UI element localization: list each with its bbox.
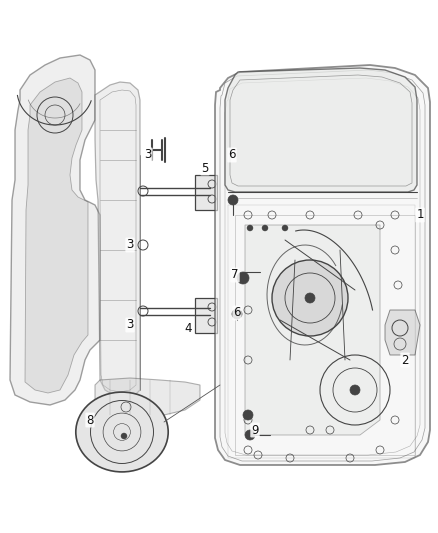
Circle shape bbox=[247, 225, 253, 231]
Circle shape bbox=[243, 410, 253, 420]
Text: 3: 3 bbox=[126, 238, 134, 252]
Polygon shape bbox=[10, 55, 100, 405]
Text: 2: 2 bbox=[401, 353, 409, 367]
Circle shape bbox=[237, 272, 249, 284]
Polygon shape bbox=[385, 310, 420, 355]
Polygon shape bbox=[215, 65, 430, 465]
Polygon shape bbox=[225, 68, 417, 192]
Text: 8: 8 bbox=[86, 414, 94, 426]
Text: 3: 3 bbox=[126, 319, 134, 332]
Polygon shape bbox=[245, 225, 380, 435]
Text: 6: 6 bbox=[233, 306, 241, 319]
Polygon shape bbox=[25, 78, 88, 393]
Circle shape bbox=[228, 195, 238, 205]
Circle shape bbox=[245, 430, 255, 440]
Text: 4: 4 bbox=[184, 321, 192, 335]
Circle shape bbox=[232, 309, 242, 319]
Circle shape bbox=[305, 293, 315, 303]
Circle shape bbox=[350, 385, 360, 395]
Polygon shape bbox=[95, 378, 200, 418]
Bar bbox=[195, 175, 217, 210]
Text: 5: 5 bbox=[201, 161, 208, 174]
Text: 1: 1 bbox=[416, 208, 424, 222]
Circle shape bbox=[272, 260, 348, 336]
Circle shape bbox=[121, 433, 127, 439]
Bar bbox=[195, 298, 217, 333]
Circle shape bbox=[282, 225, 288, 231]
Text: 9: 9 bbox=[251, 424, 259, 437]
Text: 6: 6 bbox=[228, 149, 236, 161]
Circle shape bbox=[262, 225, 268, 231]
Text: 3: 3 bbox=[144, 149, 152, 161]
Ellipse shape bbox=[76, 392, 168, 472]
Text: 7: 7 bbox=[231, 269, 239, 281]
Polygon shape bbox=[95, 82, 140, 398]
